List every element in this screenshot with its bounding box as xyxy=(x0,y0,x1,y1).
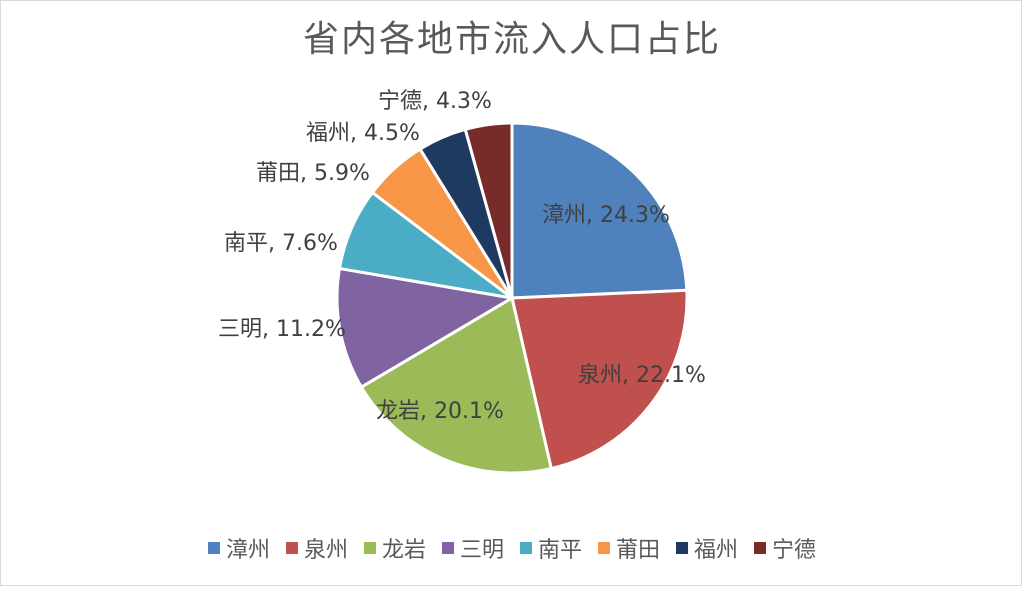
legend-swatch xyxy=(598,542,611,554)
legend-item-宁德: 宁德 xyxy=(754,532,816,564)
pie-slice-泉州 xyxy=(510,288,689,471)
pie-slice-宁德 xyxy=(463,121,514,299)
data-label-莆田: 莆田, 5.9% xyxy=(256,161,370,186)
legend: 漳州 泉州 龙岩 三明 南平 莆田 福州 宁德 xyxy=(0,532,1024,564)
data-label-南平: 南平, 7.6% xyxy=(224,231,338,256)
legend-label: 莆田 xyxy=(616,538,661,563)
legend-swatch xyxy=(676,542,689,554)
data-label-漳州: 漳州, 24.3% xyxy=(542,203,670,228)
legend-swatch xyxy=(520,542,532,554)
data-label-宁德: 宁德, 4.3% xyxy=(378,89,492,114)
legend-swatch xyxy=(754,542,767,554)
legend-label: 宁德 xyxy=(772,538,817,563)
pie-slice-龙岩 xyxy=(359,295,554,475)
pie-slice-漳州 xyxy=(510,121,689,300)
legend-swatch xyxy=(363,542,376,554)
legend-item-泉州: 泉州 xyxy=(285,532,348,564)
data-label-三明: 三明, 11.2% xyxy=(218,317,346,342)
data-labels: 漳州, 24.3% 泉州, 22.1% 龙岩, 20.1% 三明, 11.2% 南平, … xyxy=(218,89,706,424)
data-label-龙岩: 龙岩, 20.1% xyxy=(376,399,504,424)
data-label-福州: 福州, 4.5% xyxy=(306,121,420,146)
legend-label: 泉州 xyxy=(303,538,348,563)
legend-label: 三明 xyxy=(459,538,504,563)
legend-label: 龙岩 xyxy=(381,538,426,563)
pie-slice-三明 xyxy=(335,266,517,390)
legend-label: 福州 xyxy=(694,538,739,563)
legend-item-漳州: 漳州 xyxy=(207,532,270,564)
legend-item-福州: 福州 xyxy=(676,532,738,564)
data-label-泉州: 泉州, 22.1% xyxy=(578,363,706,388)
legend-swatch xyxy=(207,542,220,554)
pie-slices xyxy=(335,121,689,475)
legend-label: 漳州 xyxy=(225,538,270,563)
legend-item-莆田: 莆田 xyxy=(598,532,660,564)
legend-label: 南平 xyxy=(538,538,583,563)
legend-item-南平: 南平 xyxy=(520,532,582,564)
legend-swatch xyxy=(441,542,454,554)
legend-item-龙岩: 龙岩 xyxy=(363,532,426,564)
chart-title: 省内各地市流入人口占比 xyxy=(302,19,721,60)
legend-swatch xyxy=(285,542,298,554)
legend-item-三明: 三明 xyxy=(441,532,504,564)
